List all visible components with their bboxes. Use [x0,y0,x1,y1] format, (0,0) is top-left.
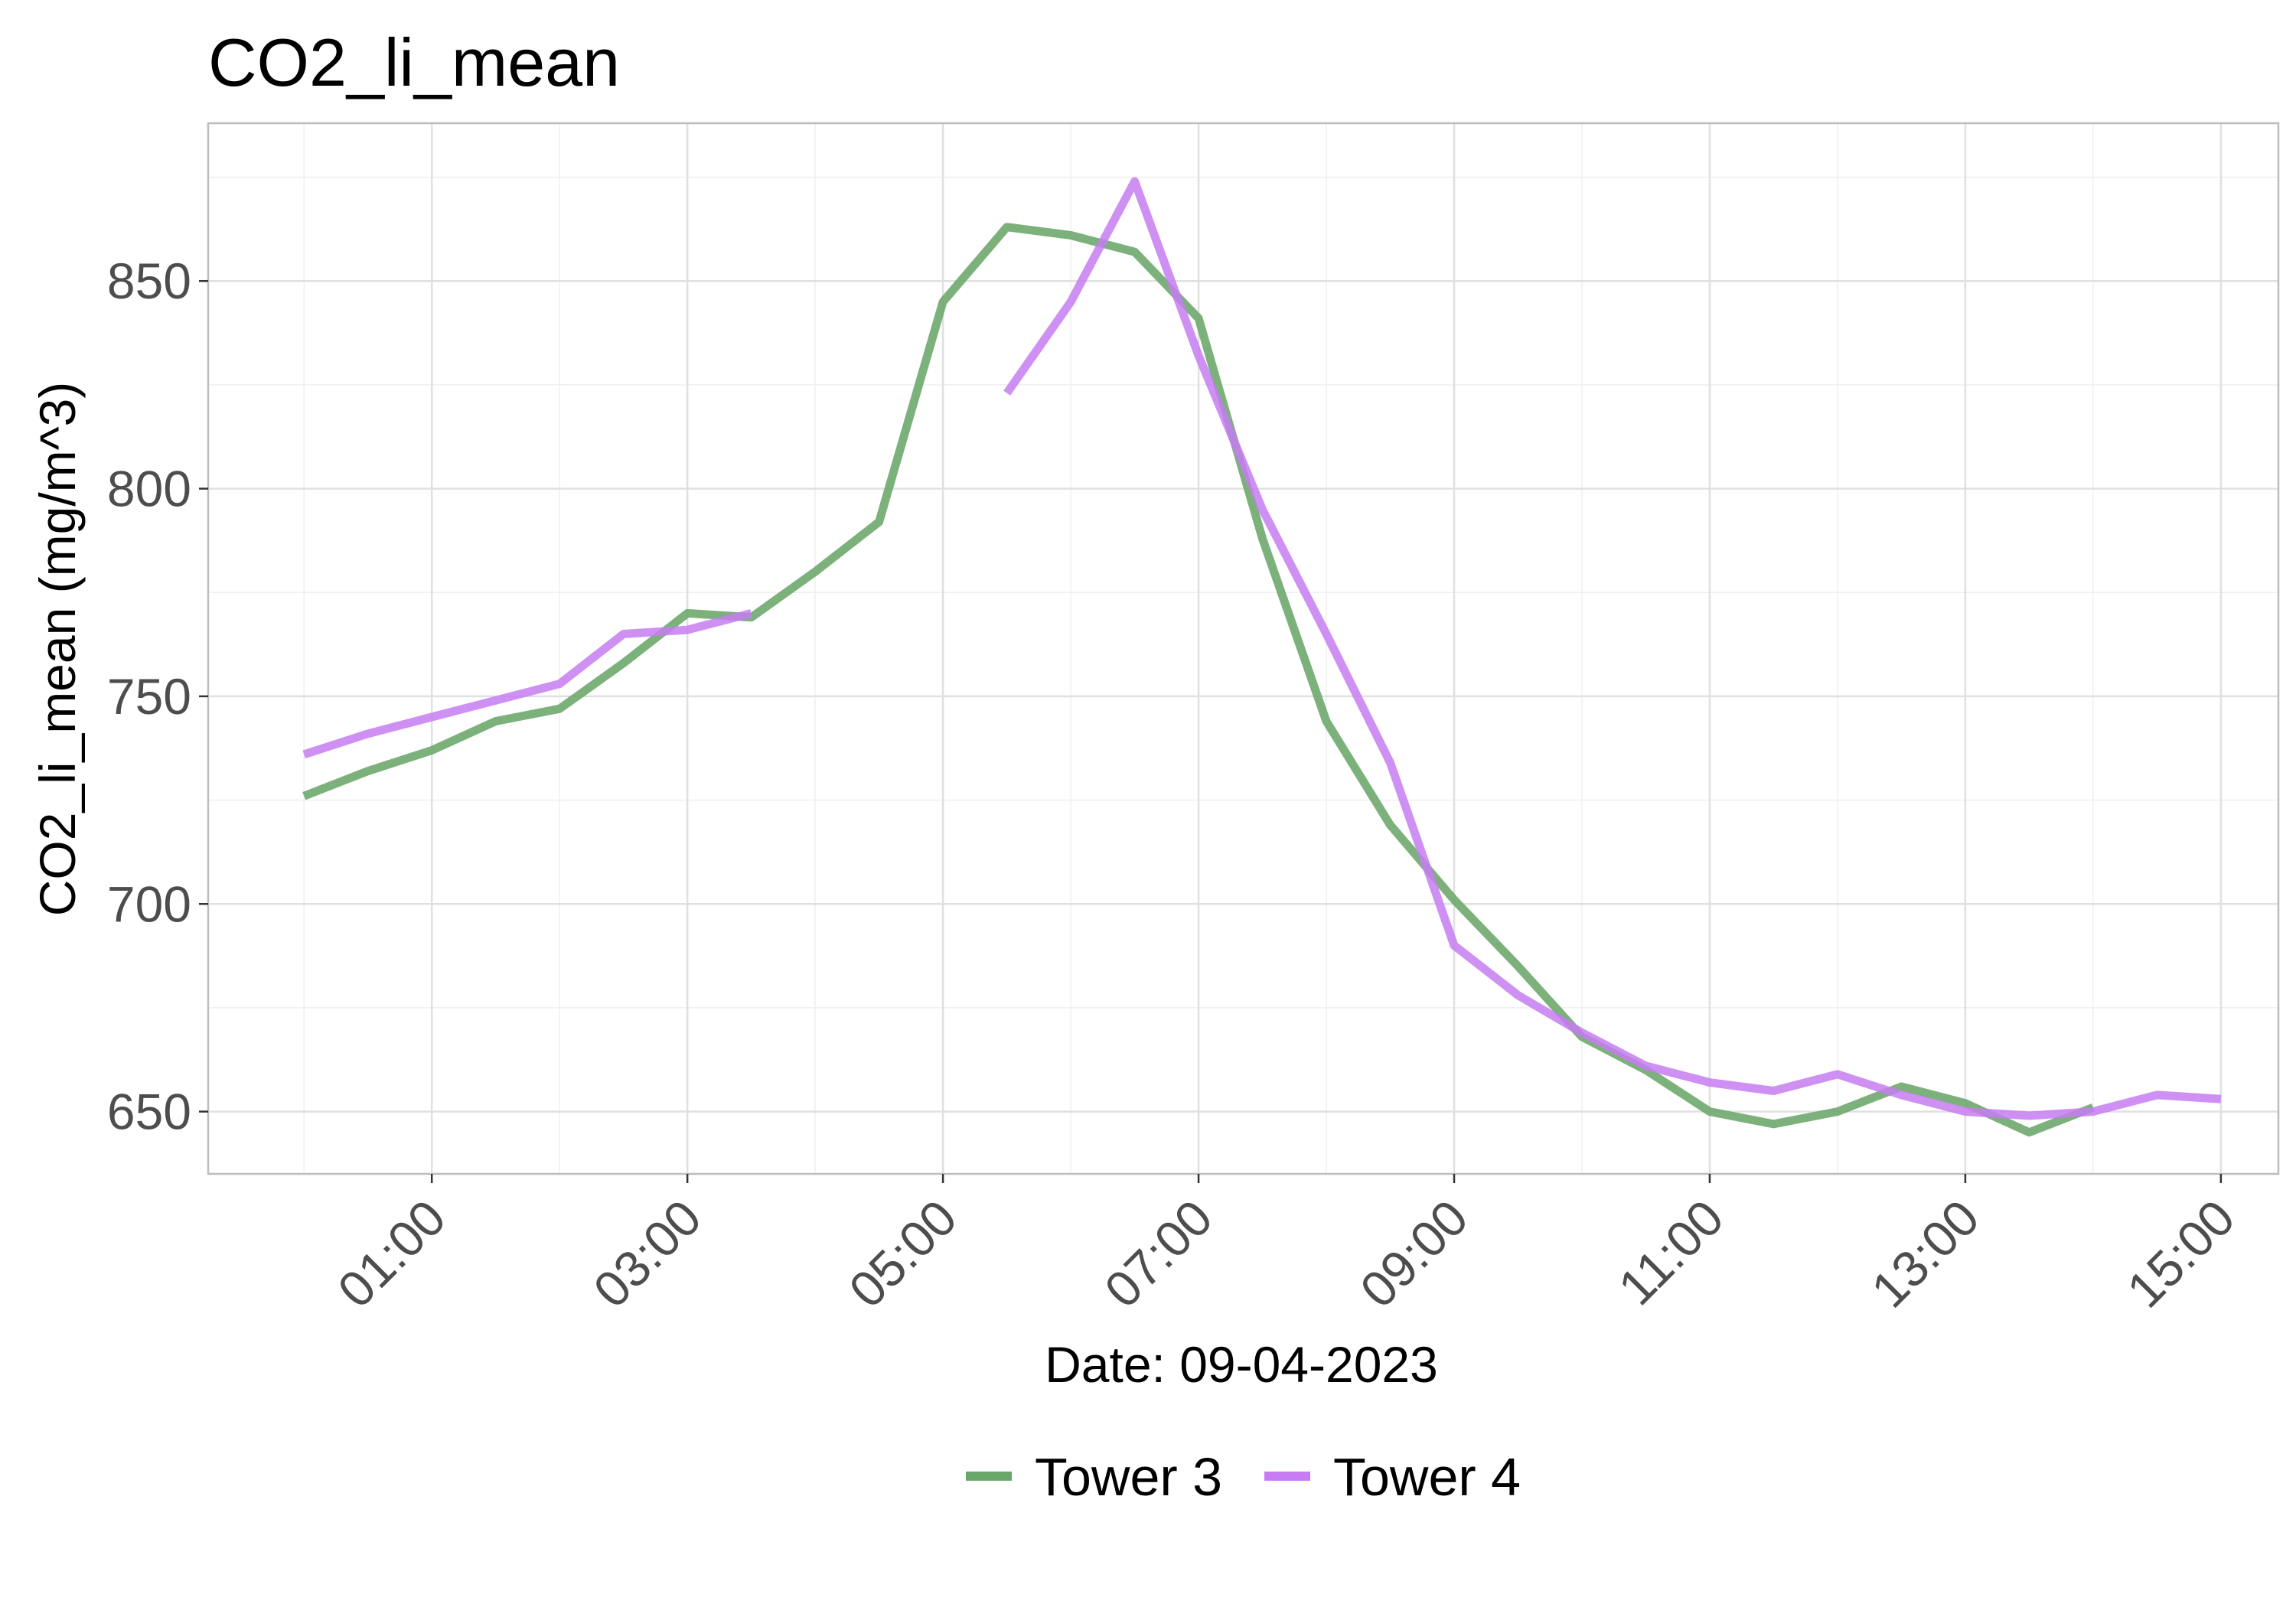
minor-gridlines [208,123,2278,1174]
axis-ticks [199,279,2223,1183]
x-axis-title: Date: 09-04-2023 [1045,1336,1438,1393]
plot-panel-border [207,122,2280,1175]
series-line-tower-4 [1003,177,2222,1120]
series-line-tower-4 [302,609,752,759]
series-line-tower-3 [302,223,2095,1137]
legend: Tower 3 Tower 4 [966,1447,1521,1507]
y-tick-label: 850 [107,253,191,309]
chart-title: CO2_li_mean [208,24,620,100]
y-tick-label: 650 [107,1084,191,1140]
y-tick-label: 750 [107,668,191,725]
legend-label-tower-4: Tower 4 [1333,1447,1521,1507]
series-layer [302,177,2222,1137]
legend-label-tower-3: Tower 3 [1035,1447,1222,1507]
major-gridlines [208,123,2278,1174]
y-axis-title: CO2_li_mean (mg/m^3) [29,382,86,917]
y-tick-label: 700 [107,875,191,932]
y-tick-label: 800 [107,461,191,517]
